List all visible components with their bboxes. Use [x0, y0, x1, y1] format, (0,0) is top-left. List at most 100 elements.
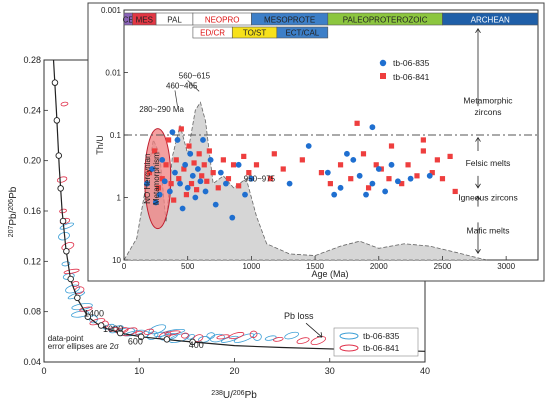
point-tb-06-835	[369, 180, 376, 187]
point-tb-06-841	[199, 173, 205, 179]
ellipse-tb-06-841	[143, 328, 154, 335]
felsic-arrow-head	[475, 136, 481, 142]
point-tb-06-841	[230, 162, 237, 168]
ellipse-tb-06-841	[296, 337, 310, 344]
thu-x-tick-label: 1500	[306, 262, 324, 271]
hercynian-label-line: NO Hercynian	[143, 154, 152, 204]
point-tb-06-841	[348, 176, 354, 182]
legend-835-circle	[379, 59, 387, 67]
thu-annotation: 280~290 Ma	[139, 105, 184, 114]
point-tb-06-841	[183, 192, 190, 198]
ellipse-tb-06-841	[228, 332, 245, 340]
concordia-age-marker	[63, 248, 70, 255]
ellipse-tb-06-841	[59, 208, 67, 214]
ellipse-tb-06-835	[59, 222, 75, 230]
point-tb-06-841	[176, 176, 182, 182]
point-tb-06-841	[365, 185, 372, 191]
thu-annotation: 460~465	[166, 81, 198, 90]
concordia-age-marker	[59, 217, 67, 225]
era-label: TO/ST	[243, 29, 267, 38]
point-tb-06-841	[246, 170, 252, 176]
ellipse-tb-06-835	[71, 310, 90, 318]
zircon-type-label: Igneous zircons	[458, 193, 518, 203]
error-note-line1: data-point	[48, 334, 84, 343]
point-tb-06-841	[181, 166, 187, 172]
thu-legend-841-label: tb-06-841	[393, 72, 430, 82]
point-tb-06-835	[223, 180, 229, 187]
point-tb-06-841	[420, 137, 426, 143]
ellipse-tb-06-841	[79, 306, 93, 312]
concordia-y-tick-label: 0.28	[23, 55, 41, 65]
annotation-leader	[187, 80, 200, 92]
ellipse-tb-06-841	[310, 336, 327, 346]
point-tb-06-835	[363, 191, 369, 198]
zircon-type-label: Metamorphic	[463, 95, 513, 105]
point-tb-06-835	[169, 129, 176, 136]
concordia-age-marker	[67, 275, 74, 283]
ellipse-tb-06-835	[61, 261, 71, 267]
point-tb-06-841	[188, 181, 195, 187]
point-tb-06-841	[165, 137, 172, 143]
era-segment-archean	[442, 12, 539, 26]
point-tb-06-835	[388, 161, 395, 168]
era-label: ARCHEAN	[471, 16, 510, 25]
concordia-age-marker	[97, 322, 105, 329]
point-tb-06-835	[182, 161, 189, 168]
point-tb-06-835	[350, 156, 357, 163]
concordia-axis-ticks: 0 10 20 30 400.040.080.120.160.200.240.28	[23, 55, 430, 376]
point-tb-06-841	[271, 151, 277, 157]
era-segment-ectcal	[276, 26, 329, 39]
legend-841-square	[380, 73, 386, 79]
thu-y-tick-label: 1	[117, 194, 122, 203]
point-tb-06-841	[236, 183, 242, 189]
thu-legend-835-label: tb-06-835	[393, 58, 430, 68]
thu-y-tick-label: 0.1	[110, 131, 122, 140]
point-tb-06-835	[344, 150, 350, 157]
point-tb-06-835	[375, 166, 382, 172]
point-tb-06-841	[206, 148, 212, 154]
point-tb-06-835	[149, 166, 155, 172]
point-tb-06-841	[159, 176, 165, 182]
thu-data-points	[144, 120, 458, 221]
concordia-y-axis-label: 207Pb/206Pb	[8, 186, 19, 237]
point-tb-06-841	[434, 157, 440, 163]
point-tb-06-835	[179, 205, 186, 212]
point-tb-06-835	[248, 175, 255, 182]
point-tb-06-841	[386, 176, 392, 182]
legend-841-label: tb-06-841	[363, 343, 400, 353]
hercynian-highlight-ellipse	[144, 128, 172, 230]
point-tb-06-841	[173, 157, 179, 163]
point-tb-06-841	[210, 170, 216, 176]
concordia-x-axis-label: 238U/206Pb	[211, 390, 257, 401]
point-tb-06-841	[439, 176, 446, 182]
era-label: ECT/CAL	[285, 29, 319, 38]
point-tb-06-835	[194, 166, 201, 172]
ellipse-tb-06-835	[148, 324, 167, 335]
ellipse-tb-06-835	[186, 334, 195, 340]
concordia-y-tick-label: 0.12	[23, 256, 41, 266]
point-tb-06-841	[399, 181, 405, 187]
point-tb-06-835	[177, 180, 183, 187]
ellipse-tb-06-841	[249, 330, 258, 338]
point-tb-06-835	[144, 180, 150, 187]
point-tb-06-841	[447, 153, 453, 160]
point-tb-06-835	[242, 191, 248, 198]
ellipse-tb-06-841	[273, 336, 284, 342]
concordia-age-marker	[189, 338, 196, 346]
zircon-type-arrows	[475, 28, 481, 255]
hercynian-label-line: Metamorphism	[152, 152, 161, 205]
point-tb-06-841	[267, 176, 274, 182]
ellipse-tb-06-835	[71, 303, 93, 311]
point-tb-06-835	[407, 175, 414, 182]
concordia-age-marker	[51, 79, 59, 86]
point-tb-06-835	[212, 201, 219, 208]
ellipse-tb-06-835	[209, 333, 225, 343]
concordia-age-marker	[55, 152, 63, 159]
concordia-x-tick-label: 30	[325, 366, 335, 376]
point-tb-06-841	[429, 170, 435, 176]
thu-x-tick-label: 2000	[370, 262, 388, 271]
concordia-y-tick-label: 0.16	[23, 206, 41, 216]
concordia-x-tick-label: 0	[41, 366, 46, 376]
point-tb-06-835	[161, 178, 168, 185]
